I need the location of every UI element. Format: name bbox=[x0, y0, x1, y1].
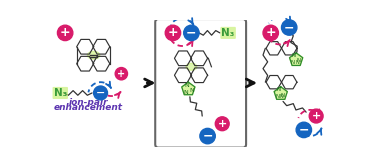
Text: N: N bbox=[183, 90, 187, 95]
Text: N: N bbox=[276, 87, 280, 92]
Circle shape bbox=[57, 25, 73, 41]
Circle shape bbox=[263, 25, 279, 41]
Text: +: + bbox=[117, 69, 125, 79]
Text: −: − bbox=[186, 26, 197, 39]
Polygon shape bbox=[274, 87, 287, 99]
Text: +: + bbox=[311, 111, 321, 121]
Text: ion-pair: ion-pair bbox=[68, 98, 108, 107]
Text: +: + bbox=[60, 26, 70, 39]
Text: +: + bbox=[265, 26, 276, 39]
Circle shape bbox=[309, 109, 323, 123]
Ellipse shape bbox=[186, 63, 197, 70]
Polygon shape bbox=[290, 53, 303, 66]
Text: N₃: N₃ bbox=[54, 88, 67, 98]
Text: −: − bbox=[202, 130, 213, 143]
Text: N: N bbox=[189, 88, 194, 93]
Text: −: − bbox=[284, 21, 294, 34]
Text: N₃: N₃ bbox=[222, 28, 235, 38]
Text: N: N bbox=[291, 60, 295, 65]
Ellipse shape bbox=[87, 51, 100, 59]
Circle shape bbox=[115, 67, 127, 80]
Circle shape bbox=[200, 128, 215, 144]
Text: N: N bbox=[276, 94, 280, 99]
Circle shape bbox=[282, 20, 297, 35]
Circle shape bbox=[165, 25, 181, 41]
Text: +: + bbox=[167, 26, 178, 39]
Text: N: N bbox=[184, 83, 189, 88]
Polygon shape bbox=[182, 82, 195, 95]
Text: N: N bbox=[280, 94, 284, 99]
Text: N: N bbox=[295, 60, 299, 65]
Text: −: − bbox=[96, 88, 105, 98]
Text: enhancement: enhancement bbox=[54, 103, 123, 112]
Circle shape bbox=[94, 86, 107, 100]
Text: N: N bbox=[296, 58, 301, 63]
Text: N: N bbox=[292, 53, 296, 58]
Circle shape bbox=[215, 117, 229, 131]
Circle shape bbox=[296, 122, 311, 138]
Circle shape bbox=[184, 25, 199, 41]
Text: +: + bbox=[218, 119, 227, 129]
Text: −: − bbox=[299, 123, 309, 136]
Text: N: N bbox=[281, 93, 285, 98]
